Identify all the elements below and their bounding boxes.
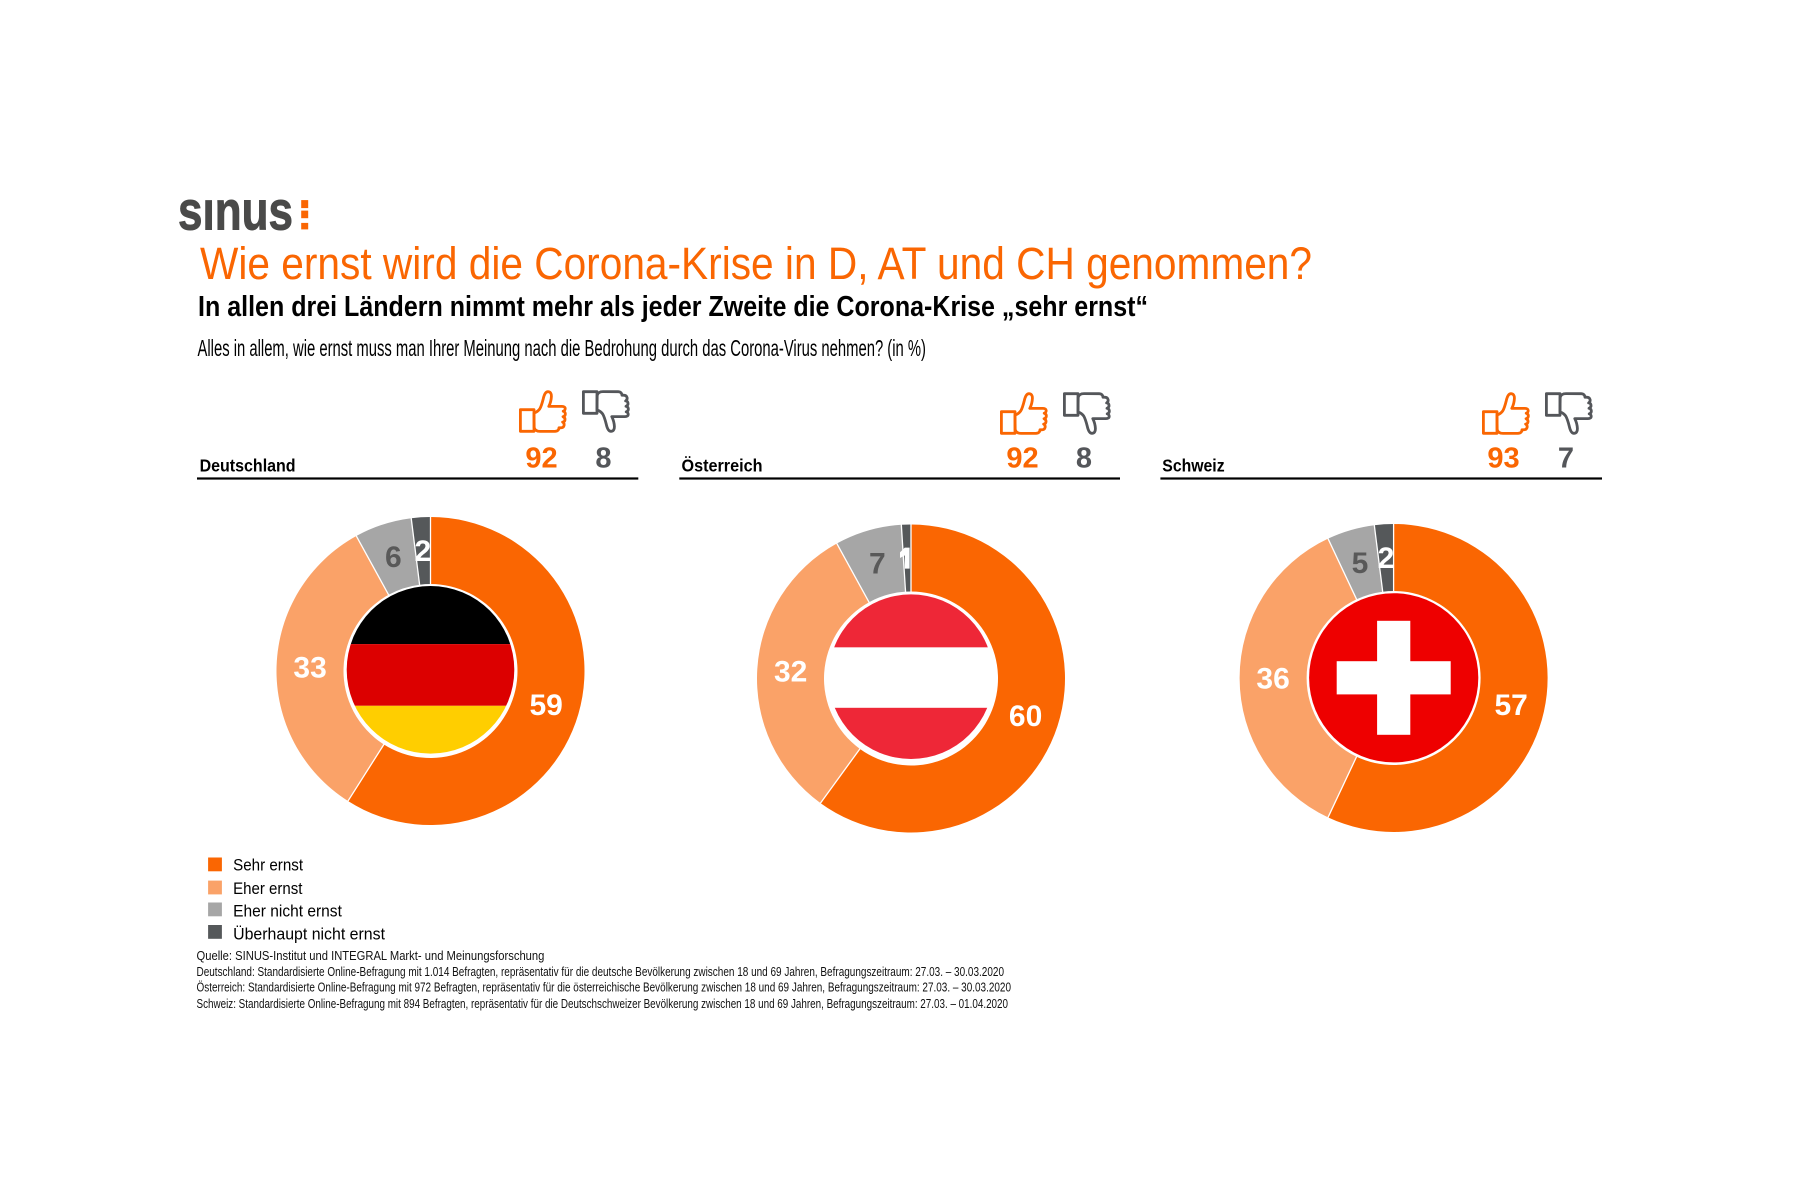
svg-text:Eher nicht ernst: Eher nicht ernst bbox=[233, 903, 342, 921]
svg-text:8: 8 bbox=[1076, 443, 1092, 475]
svg-text:Quelle: SINUS-Institut und INT: Quelle: SINUS-Institut und INTEGRAL Mark… bbox=[197, 948, 545, 963]
svg-text:In allen drei Ländern nimmt me: In allen drei Ländern nimmt mehr als jed… bbox=[198, 291, 1148, 323]
svg-text:57: 57 bbox=[1495, 689, 1528, 722]
svg-text:7: 7 bbox=[1558, 443, 1574, 475]
svg-text:6: 6 bbox=[385, 541, 402, 574]
svg-text:Österreich: Standardisierte On: Österreich: Standardisierte Online-Befra… bbox=[197, 980, 1012, 995]
svg-text:Eher ernst: Eher ernst bbox=[233, 880, 303, 898]
svg-text:Schweiz: Schweiz bbox=[1162, 456, 1225, 476]
svg-text:2: 2 bbox=[1378, 542, 1395, 575]
svg-text:92: 92 bbox=[1006, 443, 1038, 475]
svg-text:Alles in allem, wie ernst muss: Alles in allem, wie ernst muss man Ihrer… bbox=[198, 335, 927, 361]
svg-text:Österreich: Österreich bbox=[682, 456, 763, 476]
svg-text:Wie ernst wird die Corona-Kris: Wie ernst wird die Corona-Krise in D, AT… bbox=[200, 238, 1312, 289]
svg-text:32: 32 bbox=[774, 655, 807, 688]
svg-text:sınus: sınus bbox=[178, 179, 293, 241]
svg-text:Sehr ernst: Sehr ernst bbox=[233, 857, 303, 875]
svg-text:Deutschland: Deutschland bbox=[200, 456, 296, 476]
svg-text:Deutschland: Standardisierte O: Deutschland: Standardisierte Online-Befr… bbox=[197, 964, 1005, 979]
svg-text:33: 33 bbox=[293, 652, 326, 685]
svg-text:2: 2 bbox=[415, 535, 432, 568]
svg-text:Schweiz: Standardisierte Onlin: Schweiz: Standardisierte Online-Befragun… bbox=[197, 996, 1009, 1011]
svg-text:7: 7 bbox=[869, 547, 886, 580]
svg-text:59: 59 bbox=[530, 689, 563, 722]
svg-text:93: 93 bbox=[1487, 443, 1519, 475]
svg-text:36: 36 bbox=[1256, 663, 1289, 696]
svg-text:Überhaupt nicht ernst: Überhaupt nicht ernst bbox=[233, 926, 385, 944]
svg-text:92: 92 bbox=[525, 443, 557, 475]
svg-text:8: 8 bbox=[595, 443, 611, 475]
svg-text:60: 60 bbox=[1009, 700, 1042, 733]
svg-text:5: 5 bbox=[1352, 547, 1369, 580]
